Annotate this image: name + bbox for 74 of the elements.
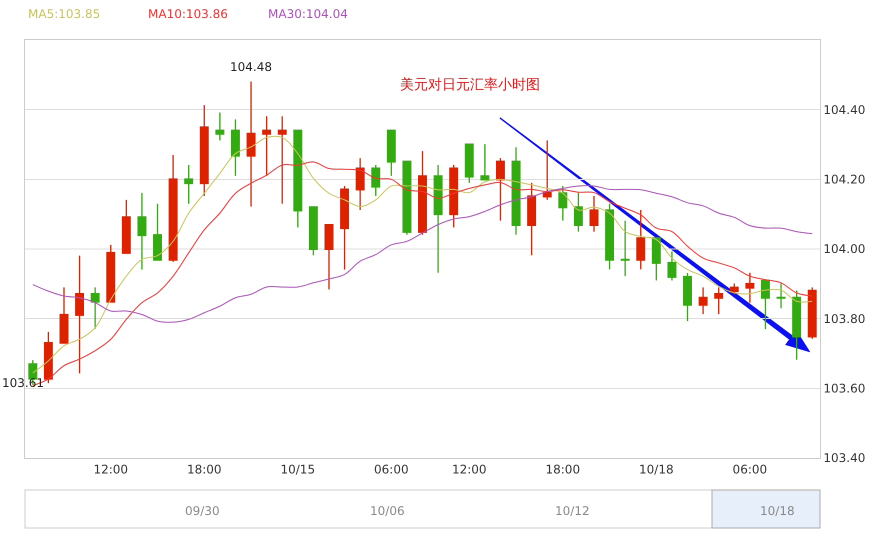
x-tick-label: 12:00: [452, 462, 487, 476]
candlestick: [262, 116, 272, 176]
line-series: [32, 185, 813, 323]
text: 10/06: [370, 504, 405, 518]
candlestick: [652, 237, 661, 281]
x-tick-label: 06:00: [732, 462, 768, 476]
candlestick: [792, 290, 802, 360]
candlestick: [230, 118, 240, 176]
y-tick-label: 104.40: [823, 102, 866, 117]
candlestick: [308, 206, 318, 256]
candlestick: [418, 150, 427, 236]
candlestick: [215, 112, 224, 141]
candlestick: [464, 144, 474, 184]
candlestick: [324, 224, 334, 290]
candlestick: [434, 164, 443, 274]
candlestick: [605, 203, 614, 270]
candlestick: [776, 282, 786, 309]
candlestick: [340, 185, 350, 270]
candlestick: [106, 244, 116, 303]
candlestick: [745, 272, 754, 304]
candlestick: [558, 185, 568, 222]
text: 09/30: [185, 504, 220, 518]
candlestick: [278, 116, 287, 204]
x-tick-label: 12:00: [93, 462, 128, 476]
candlestick: [808, 286, 817, 340]
y-tick-label: 104.00: [823, 242, 866, 256]
candlestick: [683, 272, 692, 322]
annotation: 104.48: [230, 60, 272, 74]
text: 10/12: [555, 504, 590, 518]
text: MA30:104.04: [268, 7, 348, 21]
y-tick-label: 103.40: [823, 451, 866, 466]
candlestick: [371, 164, 380, 197]
candlestick: [153, 203, 162, 261]
candlestick: [449, 164, 458, 228]
y-tick-label: 103.80: [823, 312, 866, 326]
candlestick: [137, 192, 146, 270]
candlestick: [184, 164, 194, 204]
x-tick-label: 18:00: [186, 462, 222, 476]
candlestick: [574, 192, 583, 232]
x-tick-label: 18:00: [545, 462, 580, 476]
candlestick: [480, 144, 490, 180]
x-tick-label: 10/18: [639, 462, 674, 476]
text: 美元对日元汇率小时图: [400, 77, 540, 93]
candlestick: [760, 280, 770, 330]
candlestick: [698, 286, 708, 315]
candlestick: [386, 130, 396, 176]
x-tick-label: 10/15: [280, 462, 316, 476]
candlestick: [590, 195, 598, 232]
candlestick: [496, 157, 505, 222]
candlestick: [636, 209, 646, 270]
candlestick: [527, 182, 536, 256]
candlestick: [246, 80, 256, 208]
candlestick: [402, 160, 412, 236]
candlestick: [730, 282, 739, 295]
y-tick-label: 104.20: [823, 172, 866, 187]
candlestick: [75, 254, 84, 374]
candlestick: [356, 157, 365, 211]
candlestick: [60, 286, 68, 344]
candlestick: [90, 286, 100, 330]
candlestick: [667, 250, 676, 281]
text: MA10:103.86: [148, 7, 228, 21]
candlestick: [293, 130, 302, 228]
candlestick: [122, 199, 131, 254]
candlestick: [44, 331, 53, 384]
candlestick: [620, 220, 630, 277]
y-tick-label: 103.60: [823, 382, 866, 396]
candlestick: [542, 140, 552, 201]
x-tick-label: 06:00: [374, 462, 409, 476]
candlestick: [200, 104, 209, 197]
candlestick: [168, 154, 178, 263]
text: MA5:103.85: [28, 7, 100, 21]
candlestick: [714, 286, 724, 315]
candlestick: [512, 146, 520, 236]
text: 10/18: [760, 504, 795, 518]
